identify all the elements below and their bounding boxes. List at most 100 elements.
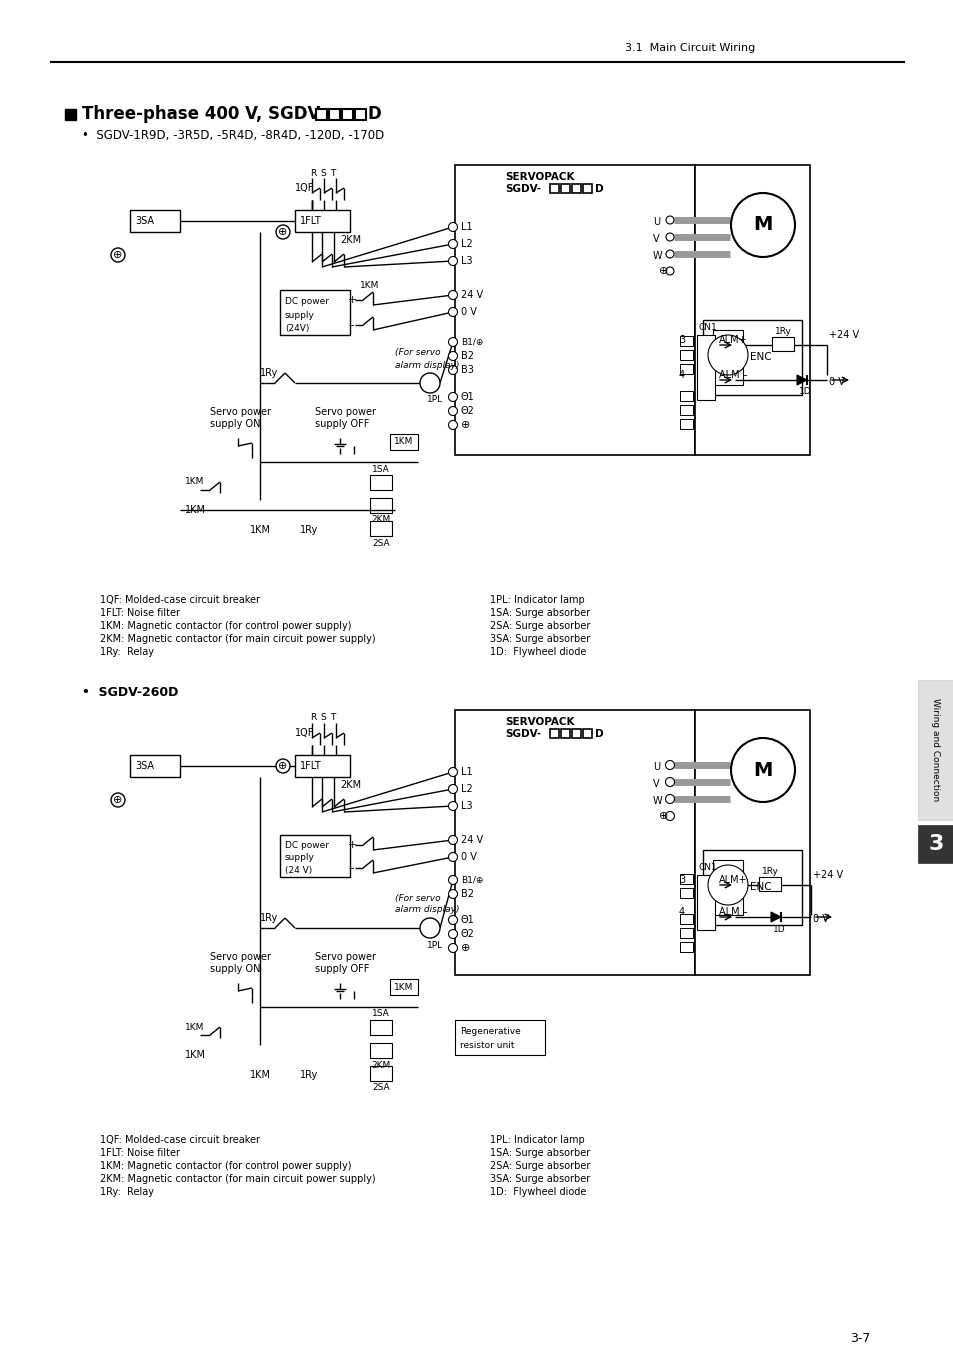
Text: Servo power: Servo power [314, 406, 375, 417]
Text: S: S [319, 714, 325, 722]
Circle shape [448, 890, 457, 899]
Text: 3SA: 3SA [135, 216, 153, 225]
Text: D: D [368, 105, 381, 123]
Text: 1KM: 1KM [250, 1071, 271, 1080]
Circle shape [665, 216, 673, 224]
Text: 0 V: 0 V [828, 377, 844, 387]
Circle shape [448, 802, 457, 810]
Bar [572, 729, 580, 738]
Text: 1QF: Molded-case circuit breaker: 1QF: Molded-case circuit breaker [100, 1135, 260, 1145]
Text: ⊕: ⊕ [113, 250, 123, 261]
Bar [679, 418, 692, 429]
Circle shape [665, 234, 673, 242]
Circle shape [419, 373, 439, 393]
Bar [572, 184, 580, 193]
Bar [679, 350, 692, 360]
Text: •  SGDV-1R9D, -3R5D, -5R4D, -8R4D, -120D, -170D: • SGDV-1R9D, -3R5D, -5R4D, -8R4D, -120D,… [82, 130, 384, 143]
Text: CN1: CN1 [699, 863, 717, 872]
Text: 1Ry: 1Ry [260, 369, 278, 378]
Text: 2KM: 2KM [339, 780, 361, 790]
Bar [550, 184, 558, 193]
Text: DC power: DC power [285, 841, 329, 850]
Bar [679, 873, 692, 884]
Text: 1KM: 1KM [359, 281, 379, 289]
Text: 1Ry: 1Ry [299, 1071, 318, 1080]
Text: Servo power: Servo power [314, 952, 375, 963]
Circle shape [275, 759, 290, 774]
Text: +24 V: +24 V [828, 329, 859, 340]
Text: Θ1: Θ1 [460, 392, 475, 402]
Bar [130, 211, 180, 232]
Text: (For servo: (For servo [395, 894, 440, 903]
Text: 3SA: Surge absorber: 3SA: Surge absorber [490, 1174, 590, 1184]
Bar [560, 184, 569, 193]
Circle shape [275, 225, 290, 239]
Text: +: + [348, 296, 357, 305]
Circle shape [111, 248, 125, 262]
Circle shape [448, 338, 457, 347]
Text: V: V [652, 234, 659, 244]
Text: 2SA: 2SA [372, 539, 390, 548]
Circle shape [665, 811, 674, 821]
Text: L2: L2 [460, 784, 473, 794]
Text: 1SA: Surge absorber: 1SA: Surge absorber [490, 1148, 590, 1158]
Text: CN1: CN1 [699, 323, 717, 332]
Text: B2: B2 [460, 890, 474, 899]
Text: ⊕: ⊕ [460, 420, 470, 431]
Bar [370, 1021, 392, 1035]
Text: supply OFF: supply OFF [314, 964, 369, 973]
Bar [771, 338, 793, 351]
Text: 1D:  Flywheel diode: 1D: Flywheel diode [490, 1187, 586, 1197]
Bar [370, 1066, 392, 1081]
Bar [697, 335, 714, 400]
Text: 3SA: Surge absorber: 3SA: Surge absorber [490, 634, 590, 644]
Text: 0 V: 0 V [460, 852, 476, 863]
Text: R: R [310, 714, 315, 722]
Circle shape [448, 290, 457, 300]
Text: R: R [310, 169, 315, 177]
Circle shape [448, 784, 457, 794]
Text: W: W [652, 251, 662, 261]
Text: 3: 3 [679, 875, 684, 886]
Text: +: + [348, 840, 357, 850]
Text: Θ2: Θ2 [460, 406, 475, 416]
Bar [679, 392, 692, 401]
Text: SGDV-: SGDV- [504, 184, 540, 194]
Text: 1KM: 1KM [185, 1022, 204, 1031]
Bar [130, 755, 180, 778]
Text: W: W [652, 796, 662, 806]
Text: 2SA: Surge absorber: 2SA: Surge absorber [490, 621, 590, 630]
Text: Wiring and Connection: Wiring and Connection [930, 698, 940, 802]
Circle shape [111, 792, 125, 807]
Text: 1PL: 1PL [427, 941, 442, 949]
Circle shape [448, 351, 457, 360]
Circle shape [707, 865, 747, 904]
Text: 1QF: Molded-case circuit breaker: 1QF: Molded-case circuit breaker [100, 595, 260, 605]
Text: Θ1: Θ1 [460, 915, 475, 925]
Text: 2KM: Magnetic contactor (for main circuit power supply): 2KM: Magnetic contactor (for main circui… [100, 634, 375, 644]
Text: 1Ry: 1Ry [260, 913, 278, 923]
Bar [679, 914, 692, 923]
Bar [455, 710, 695, 975]
Text: 1SA: 1SA [372, 464, 390, 474]
Text: 1Ry:  Relay: 1Ry: Relay [100, 1187, 153, 1197]
Circle shape [448, 223, 457, 231]
Text: 3.1  Main Circuit Wiring: 3.1 Main Circuit Wiring [624, 43, 755, 53]
Text: L1: L1 [460, 221, 472, 232]
Circle shape [448, 930, 457, 938]
Text: 2SA: 2SA [372, 1084, 390, 1092]
Text: (For servo: (For servo [395, 348, 440, 358]
Text: 3: 3 [679, 335, 684, 346]
Text: 2SA: Surge absorber: 2SA: Surge absorber [490, 1161, 590, 1170]
Text: 1PL: 1PL [427, 396, 442, 405]
Bar [455, 1021, 544, 1054]
Bar [341, 109, 353, 120]
Bar [582, 729, 592, 738]
Text: 1D: 1D [799, 387, 811, 397]
Bar [695, 710, 809, 975]
Text: 24 V: 24 V [460, 290, 482, 300]
Text: alarm display): alarm display) [395, 906, 459, 914]
Circle shape [448, 915, 457, 925]
Bar [679, 405, 692, 414]
Text: 3: 3 [927, 834, 943, 855]
